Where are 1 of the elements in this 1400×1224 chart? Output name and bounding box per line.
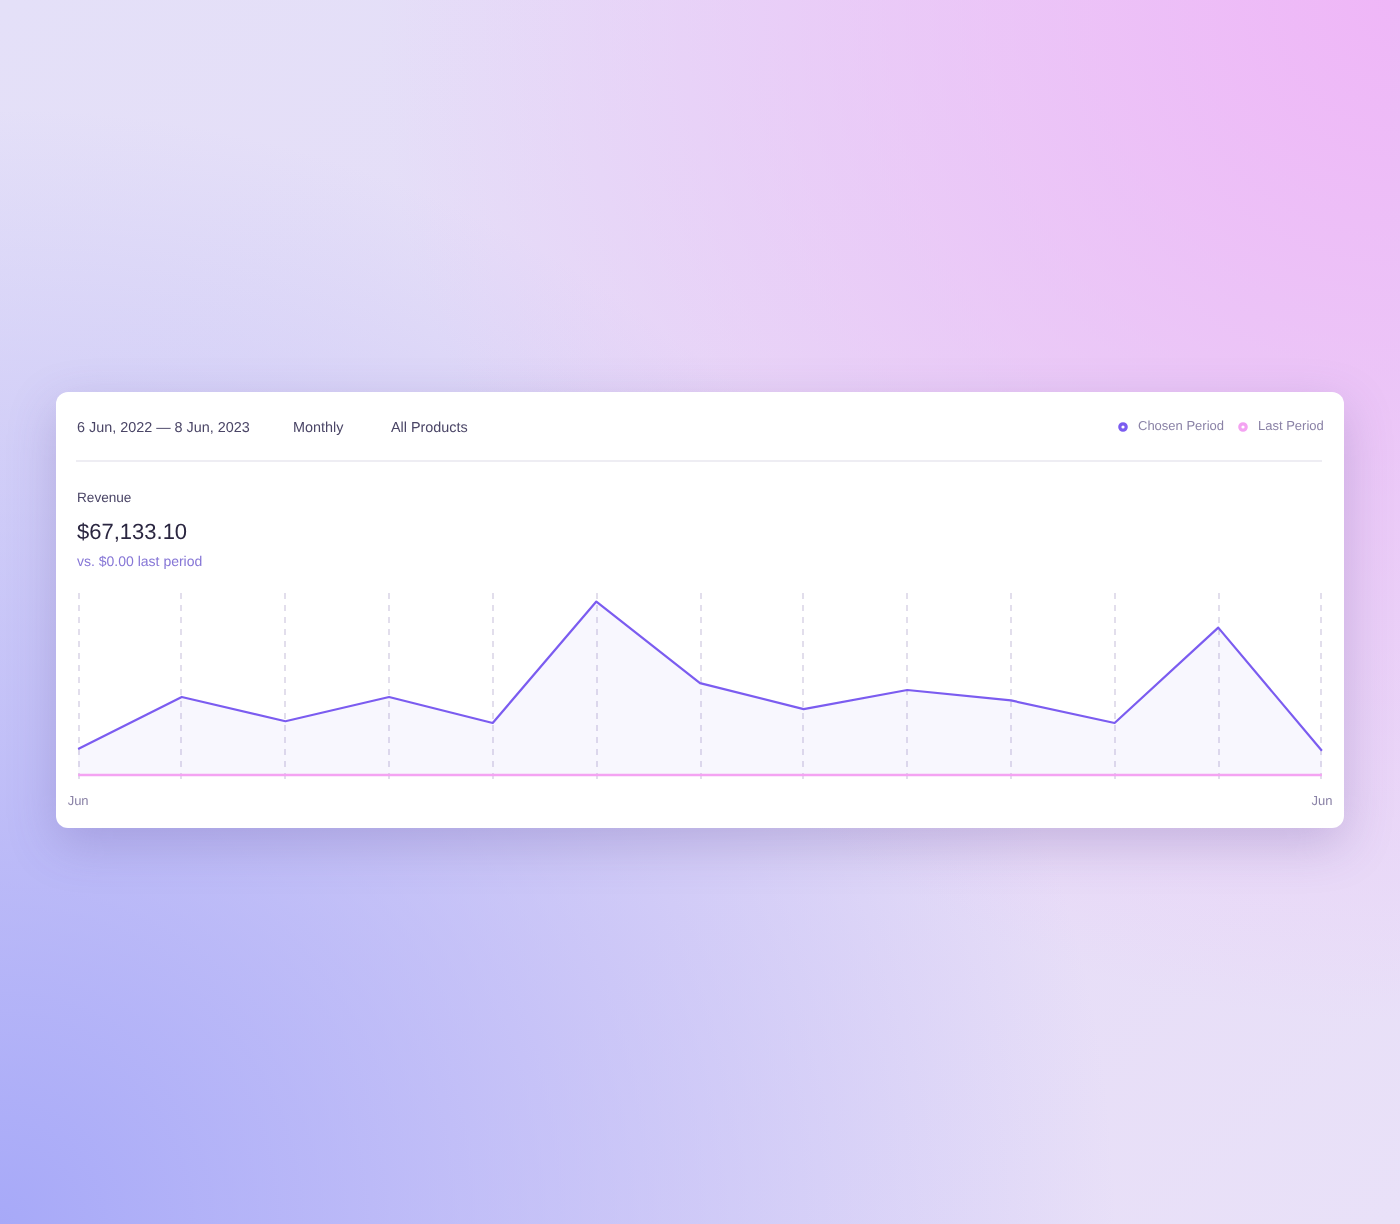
chart-subtitle: $67,133.10 bbox=[77, 521, 188, 545]
